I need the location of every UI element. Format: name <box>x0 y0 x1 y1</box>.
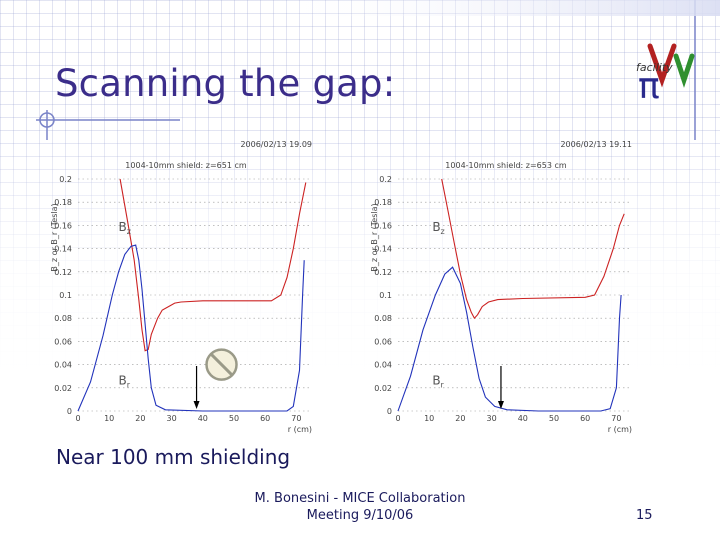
chart-xtick-label: 0 <box>395 414 400 423</box>
chart-ytick-label: 0.18 <box>54 198 72 207</box>
series-line-bz <box>441 178 625 320</box>
chart-xtick-label: 60 <box>580 414 590 423</box>
chart-ytick-label: 0.06 <box>54 337 72 346</box>
chart-xtick-label: 0 <box>75 414 80 423</box>
chart-xtick-label: 70 <box>611 414 621 423</box>
chart-ytick-label: 0.16 <box>374 221 392 230</box>
chart-right: 2006/02/13 19.11 1004-10mm shield: z=653 … <box>370 140 632 434</box>
chart-timestamp: 2006/02/13 19.09 <box>240 140 312 149</box>
chart-ytick-label: 0.12 <box>54 268 72 277</box>
series-line-br <box>397 266 622 412</box>
chart-ytick-label: 0.2 <box>379 175 392 184</box>
chart-xtick-label: 40 <box>198 414 208 423</box>
chart-xtick-label: 70 <box>291 414 301 423</box>
chart-xtick-label: 30 <box>167 414 177 423</box>
chart-left: 2006/02/13 19.09 1004-10mm shield: z=651 … <box>50 140 312 434</box>
chart-ytick-label: 0.06 <box>374 337 392 346</box>
chart-ytick-label: 0.04 <box>54 361 72 370</box>
chart-ytick-label: 0 <box>387 407 392 416</box>
chart-ytick-label: 0.08 <box>374 314 392 323</box>
chart-ytick-label: 0.14 <box>374 245 392 254</box>
chart-xtick-label: 20 <box>135 414 145 423</box>
footer-line-1: M. Bonesini - MICE Collaboration <box>254 491 466 506</box>
chart-ylabel: B_z or B_r (Tesla) <box>370 203 379 271</box>
no-symbol-icon <box>205 348 238 381</box>
grid-fade <box>0 130 720 540</box>
slide-footer: M. Bonesini - MICE Collaboration Meeting… <box>232 490 488 524</box>
title-decoration <box>36 0 720 140</box>
chart-ytick-label: 0.2 <box>59 175 72 184</box>
chart-ytick-label: 0.18 <box>374 198 392 207</box>
facility-logo: facility π <box>636 43 695 104</box>
annotation-arrow-head <box>497 401 504 409</box>
slide-title: Scanning the gap: <box>55 62 396 105</box>
chart-xtick-label: 10 <box>424 414 434 423</box>
chart-ytick-label: 0.16 <box>54 221 72 230</box>
svg-text:π: π <box>638 66 660 104</box>
series-line-br <box>77 244 305 412</box>
series-label-bz: Bz <box>119 220 131 236</box>
chart-plot-title: 1004-10mm shield: z=651 cm <box>125 161 247 170</box>
chart-ytick-label: 0.02 <box>374 384 392 393</box>
series-line-bz <box>119 178 307 352</box>
chart-ytick-label: 0.12 <box>374 268 392 277</box>
chart-ylabel: B_z or B_r (Tesla) <box>50 203 59 271</box>
chart-ytick-label: 0.14 <box>54 245 72 254</box>
chart-xtick-label: 50 <box>229 414 239 423</box>
chart-xtick-label: 40 <box>518 414 528 423</box>
chart-ytick-label: 0 <box>67 407 72 416</box>
page-number: 15 <box>636 508 653 523</box>
series-label-br: Br <box>119 373 131 389</box>
series-label-br: Br <box>432 373 444 389</box>
chart-plot-title: 1004-10mm shield: z=653 cm <box>445 161 567 170</box>
chart-ytick-label: 0.08 <box>54 314 72 323</box>
series-label-bz: Bz <box>432 220 444 236</box>
chart-xtick-label: 30 <box>487 414 497 423</box>
chart-xtick-label: 20 <box>455 414 465 423</box>
chart-xtick-label: 10 <box>104 414 114 423</box>
slide-caption: Near 100 mm shielding <box>56 445 291 469</box>
svg-text:facility: facility <box>636 61 673 74</box>
chart-xlabel: r (cm) <box>288 425 312 434</box>
chart-xtick-label: 50 <box>549 414 559 423</box>
annotation-arrow-head <box>193 401 200 409</box>
chart-xtick-label: 60 <box>260 414 270 423</box>
footer-line-2: Meeting 9/10/06 <box>306 508 414 523</box>
chart-ytick-label: 0.04 <box>374 361 392 370</box>
chart-xlabel: r (cm) <box>608 425 632 434</box>
chart-timestamp: 2006/02/13 19.11 <box>560 140 632 149</box>
chart-ytick-label: 0.02 <box>54 384 72 393</box>
chart-ytick-label: 0.1 <box>59 291 72 300</box>
chart-ytick-label: 0.1 <box>379 291 392 300</box>
